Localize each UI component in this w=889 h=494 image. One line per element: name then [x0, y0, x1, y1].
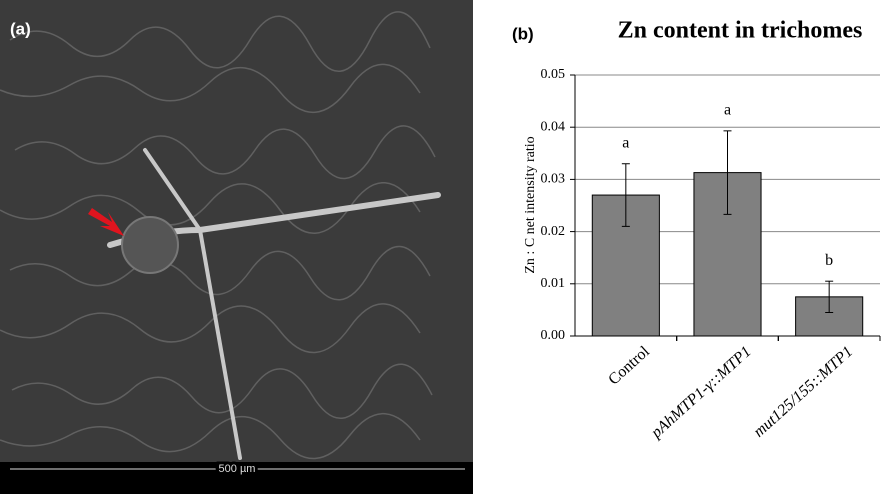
y-tick-label: 0.02 [541, 224, 566, 239]
x-tick-label: mut125/155::MTP1 [750, 343, 856, 441]
x-tick-label: Control [605, 343, 653, 389]
y-axis-label: Zn : C net intensity ratio [523, 136, 538, 273]
y-tick-label: 0.03 [541, 172, 566, 187]
significance-letter: a [622, 134, 629, 151]
panel-label: (a) [10, 19, 31, 38]
y-tick-label: 0.04 [541, 119, 566, 134]
surface-texture [0, 11, 436, 460]
y-tick-label: 0.01 [541, 276, 566, 291]
scale-bar-band [0, 462, 473, 494]
significance-letter: b [825, 252, 833, 269]
trichome [107, 148, 441, 460]
red-arrow [88, 208, 124, 236]
x-tick-label: pAhMTP1-γ::MTP1 [647, 343, 754, 442]
y-tick-label: 0.05 [541, 67, 566, 82]
scale-bar-label: 500 µm [219, 463, 256, 475]
chart-title: Zn content in trichomes [618, 18, 863, 44]
significance-letter: a [724, 102, 731, 119]
y-tick-label: 0.00 [541, 328, 566, 343]
panel-label: (b) [512, 24, 534, 43]
sem-image: 500 µm (a) [0, 0, 473, 494]
